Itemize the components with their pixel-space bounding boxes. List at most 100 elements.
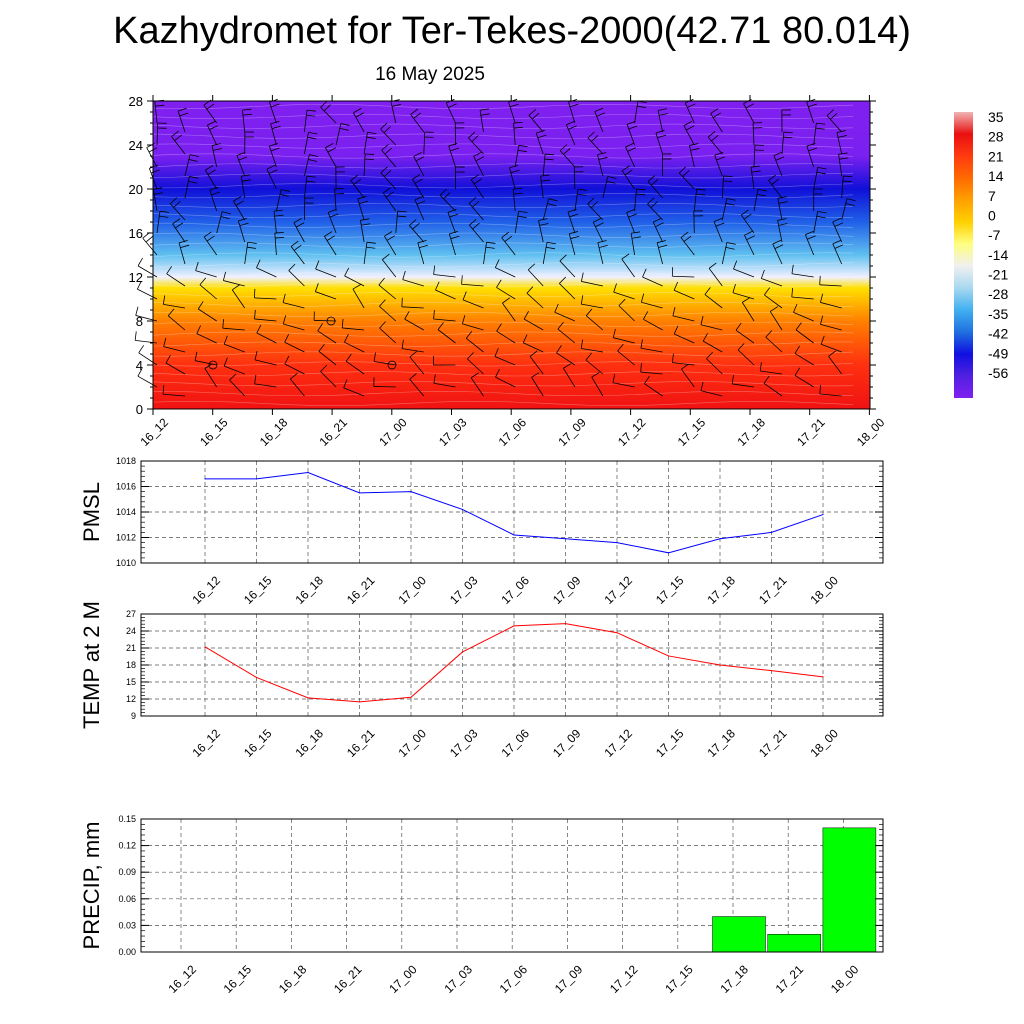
wind-barb-flag	[817, 166, 827, 170]
chart-title: Kazhydromet for Ter-Tekes-2000(42.71 80.…	[113, 10, 911, 52]
wind-barb	[404, 318, 424, 331]
contour-line	[152, 232, 854, 238]
wind-barb-flag	[282, 315, 287, 325]
wind-barb-flag	[563, 148, 571, 155]
wind-barb-flag	[637, 105, 647, 108]
wind-barb-flag	[556, 345, 562, 354]
wind-barb-flag	[247, 241, 257, 244]
wind-barb	[137, 265, 158, 278]
data-point	[204, 646, 206, 648]
wind-barb	[527, 269, 544, 287]
wind-barb-flag	[137, 368, 143, 377]
wind-barb-flag	[777, 196, 787, 199]
wind-barb	[542, 154, 546, 177]
contour-line	[152, 351, 854, 357]
contour-line	[152, 302, 854, 307]
wind-barb-flag	[281, 189, 290, 192]
data-point	[719, 664, 721, 666]
wind-barb	[625, 146, 635, 168]
wind-barb-flag	[472, 200, 480, 208]
wind-barb	[750, 167, 755, 190]
wind-barb	[793, 312, 814, 322]
wind-barb	[233, 200, 246, 221]
wind-barb	[468, 137, 484, 155]
wind-barb-flag	[618, 298, 626, 306]
wind-barb-flag	[815, 127, 825, 130]
wind-barb-flag	[222, 271, 226, 281]
wind-barb	[652, 221, 663, 243]
wind-barb	[409, 378, 425, 397]
wind-barb	[357, 198, 365, 221]
wind-barb	[556, 352, 576, 366]
wind-barb	[325, 147, 337, 168]
colorbar-label: -21	[988, 267, 1008, 283]
y-axis-label: PRECIP, mm	[79, 822, 104, 950]
wind-barb-flag	[655, 222, 664, 227]
wind-barb	[165, 362, 186, 375]
wind-barb-flag	[150, 169, 160, 174]
y-tick-label: 12	[129, 270, 143, 285]
wind-barb-flag	[683, 121, 693, 126]
wind-barb-flag	[380, 122, 388, 130]
wind-barb-flag	[509, 103, 519, 108]
contour-line	[152, 163, 854, 169]
wind-barb	[643, 318, 663, 331]
wind-barb	[479, 110, 484, 133]
wind-barb-flag	[536, 129, 545, 134]
data-point	[770, 531, 773, 534]
wind-barb-flag	[658, 244, 668, 248]
wind-barb-flag	[659, 113, 669, 116]
wind-barb	[350, 180, 365, 199]
wind-barb-flag	[279, 194, 289, 197]
wind-barb	[644, 383, 663, 397]
x-tick-label: 17_00	[386, 962, 420, 996]
wind-barb	[597, 242, 604, 265]
data-point	[307, 697, 309, 699]
wind-barb	[764, 294, 783, 309]
wind-barb-flag	[765, 330, 773, 338]
x-tick-label: 16_18	[276, 962, 310, 996]
wind-barb-flag	[323, 104, 331, 112]
contour-line	[152, 272, 854, 278]
wind-barb	[381, 149, 397, 168]
colorbar-label: -14	[988, 247, 1008, 263]
wind-barb-flag	[204, 363, 213, 369]
wind-barb	[612, 382, 635, 388]
precip-bar	[767, 934, 821, 953]
wind-barb-flag	[242, 113, 252, 116]
wind-barb	[567, 211, 576, 234]
wind-barb-flag	[653, 217, 662, 223]
y-tick-label: 0.15	[118, 814, 136, 824]
wind-barb	[700, 390, 723, 397]
data-point	[564, 623, 567, 625]
x-tick-label: 16_12	[189, 726, 223, 760]
wind-barb-flag	[175, 222, 184, 229]
wind-barb-flag	[517, 215, 527, 219]
wind-barb-flag	[546, 241, 556, 245]
wind-barb-flag	[713, 217, 723, 222]
wind-barb	[680, 237, 695, 256]
wind-barb-flag	[173, 201, 181, 208]
wind-barb	[293, 222, 305, 243]
wind-barb	[613, 337, 635, 344]
wind-barb	[634, 189, 637, 212]
wind-barb-flag	[587, 131, 595, 139]
colorbar-label: 7	[988, 188, 996, 204]
data-point	[616, 632, 618, 634]
wind-barb-flag	[242, 179, 252, 182]
wind-barb-flag	[793, 303, 798, 313]
wind-barb-flag	[320, 364, 328, 372]
wind-barb-flag	[241, 174, 251, 177]
wind-barb	[657, 110, 663, 133]
wind-barb-flag	[379, 299, 386, 307]
wind-barb-flag	[794, 367, 801, 376]
wind-barb-flag	[205, 165, 214, 171]
wind-barb	[413, 156, 425, 177]
wind-barb	[820, 323, 842, 331]
wind-barb	[704, 294, 723, 309]
wind-barb-flag	[544, 158, 554, 161]
y-tick-label: 27	[126, 609, 136, 619]
wind-barb-flag	[617, 343, 624, 352]
wind-barb-flag	[606, 181, 616, 184]
wind-barb-flag	[540, 174, 550, 177]
